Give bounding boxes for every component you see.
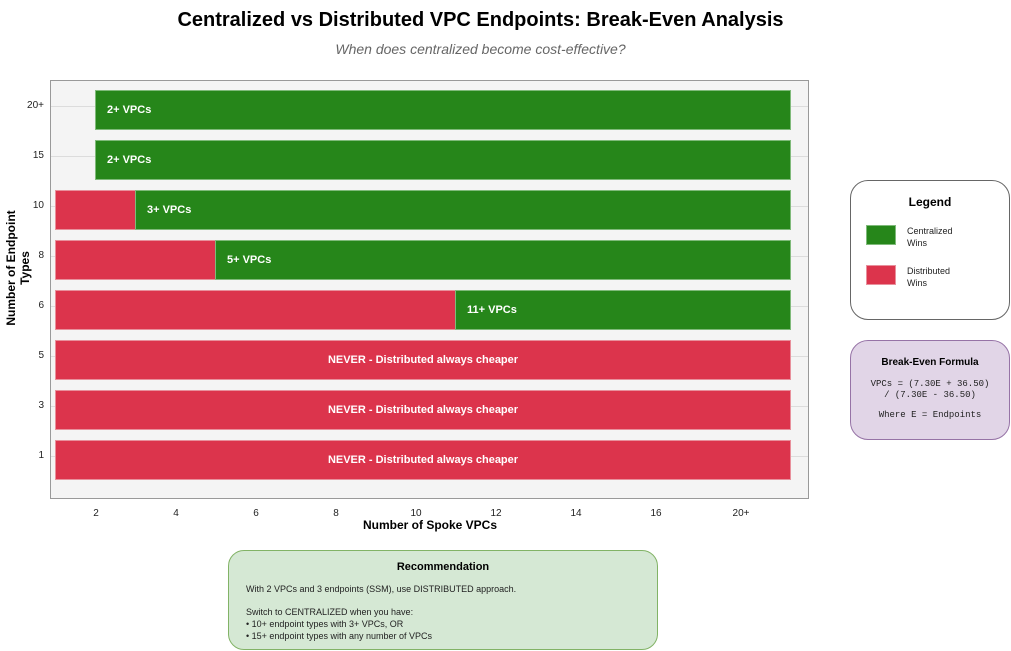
bar-label: 2+ VPCs (107, 154, 152, 166)
bar-label: 3+ VPCs (147, 204, 192, 216)
bar-label: 11+ VPCs (467, 304, 517, 316)
y-axis-label: Number of Endpoint Types (4, 210, 32, 325)
bar-centralized-8: 5+ VPCs (215, 240, 791, 280)
x-tick-label: 16 (650, 508, 662, 519)
bar-centralized-10: 3+ VPCs (135, 190, 791, 230)
x-tick-label: 4 (173, 508, 179, 519)
bar-distributed-10 (55, 190, 136, 230)
bar-distributed-5: NEVER - Distributed always cheaper (55, 340, 791, 380)
x-tick-label: 10 (410, 508, 422, 519)
formula-line: / (7.30E - 36.50) (884, 390, 976, 400)
bar-label: 2+ VPCs (107, 104, 152, 116)
chart-subtitle: When does centralized become cost-effect… (335, 41, 626, 57)
y-tick-label: 20+ (27, 100, 44, 111)
legend-swatch-centralized (866, 225, 896, 245)
recommendation-bullet: • 10+ endpoint types with 3+ VPCs, OR (246, 619, 404, 629)
bar-centralized-20plus: 2+ VPCs (95, 90, 791, 130)
legend-label-distributed: Distributed Wins (907, 266, 951, 288)
y-tick-label: 1 (38, 450, 44, 461)
y-tick-label: 3 (38, 400, 44, 411)
recommendation-text: With 2 VPCs and 3 endpoints (SSM), use D… (246, 584, 517, 594)
bar-distributed-6 (55, 290, 456, 330)
bar-centralized-6: 11+ VPCs (455, 290, 791, 330)
bar-distributed-3: NEVER - Distributed always cheaper (55, 390, 791, 430)
legend: Legend Centralized Wins Distributed Wins (850, 180, 1010, 320)
y-tick-label: 10 (32, 200, 44, 211)
bar-distributed-8 (55, 240, 216, 280)
bar-label: NEVER - Distributed always cheaper (327, 454, 519, 466)
bar-label: NEVER - Distributed always cheaper (327, 404, 519, 416)
y-tick-label: 6 (38, 300, 44, 311)
y-tick-label: 8 (38, 250, 44, 261)
y-axis-label-line1: Number of Endpoint (4, 210, 18, 326)
x-tick-label: 2 (93, 508, 99, 519)
recommendation-bullet: • 15+ endpoint types with any number of … (246, 631, 433, 641)
bar-distributed-1: NEVER - Distributed always cheaper (55, 440, 791, 480)
bar-label: 5+ VPCs (227, 254, 272, 266)
recommendation-title: Recommendation (396, 561, 490, 573)
x-axis-label: Number of Spoke VPCs (362, 518, 498, 532)
break-even-formula-box: Break-Even Formula VPCs = (7.30E + 36.50… (850, 340, 1010, 440)
bar-centralized-15: 2+ VPCs (95, 140, 791, 180)
recommendation-box: Recommendation With 2 VPCs and 3 endpoin… (228, 550, 658, 650)
x-tick-label: 8 (333, 508, 339, 519)
bar-label: NEVER - Distributed always cheaper (327, 354, 519, 366)
formula-title: Break-Even Formula (881, 357, 979, 368)
y-axis-label-line2: Types (18, 251, 32, 285)
x-tick-label: 12 (490, 508, 502, 519)
formula-note: Where E = Endpoints (878, 410, 982, 420)
x-tick-label: 14 (570, 508, 582, 519)
x-tick-label: 20+ (732, 508, 750, 519)
y-tick-label: 15 (32, 150, 44, 161)
chart-title: Centralized vs Distributed VPC Endpoints… (177, 9, 784, 31)
plot-area: 2+ VPCs 2+ VPCs 3+ VPCs 5+ VPCs 11+ VPCs… (50, 80, 809, 499)
legend-swatch-distributed (866, 265, 896, 285)
formula-line: VPCs = (7.30E + 36.50) (870, 379, 990, 389)
recommendation-text: Switch to CENTRALIZED when you have: (246, 607, 414, 617)
legend-title: Legend (908, 195, 952, 209)
x-tick-label: 6 (253, 508, 259, 519)
legend-label-centralized: Centralized Wins (907, 226, 953, 248)
y-tick-label: 5 (38, 350, 44, 361)
